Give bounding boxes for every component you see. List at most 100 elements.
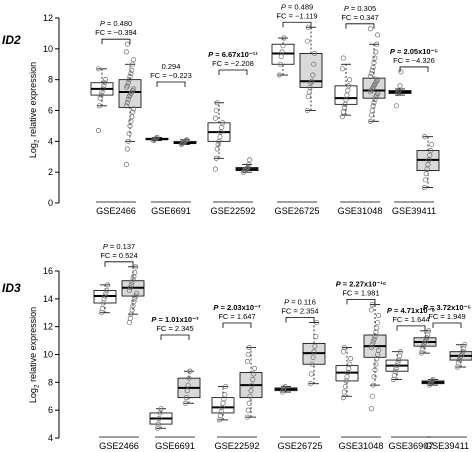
data-point xyxy=(398,349,404,355)
comparison-bracket xyxy=(399,66,429,72)
y-axis-label: Log2 relative expression xyxy=(28,307,41,403)
data-point xyxy=(373,49,379,55)
p-value-prefix: P xyxy=(151,315,157,324)
data-point xyxy=(370,382,376,388)
box-gray xyxy=(299,53,323,88)
data-point xyxy=(309,78,315,84)
data-point xyxy=(282,383,288,390)
data-point xyxy=(248,388,254,394)
data-point xyxy=(222,392,228,398)
comparison-bracket xyxy=(222,322,252,328)
data-point xyxy=(339,66,345,72)
data-point xyxy=(369,67,375,73)
data-point xyxy=(304,38,310,44)
y-axis-label-subscript: 2 xyxy=(34,139,41,143)
data-point xyxy=(98,92,104,98)
data-point xyxy=(123,161,129,168)
data-point xyxy=(124,100,130,106)
fold-change-label: FC = 1.949 xyxy=(428,312,465,321)
data-point xyxy=(128,282,134,288)
data-point xyxy=(130,276,136,282)
data-point xyxy=(133,264,139,270)
data-point xyxy=(343,97,349,103)
data-point xyxy=(131,274,137,280)
data-point xyxy=(369,393,375,399)
data-point xyxy=(154,134,160,141)
data-point xyxy=(184,388,190,394)
data-point xyxy=(183,138,189,144)
data-point xyxy=(276,72,282,78)
data-point xyxy=(367,74,373,80)
p-value-text: = 2.05x10⁻⁵ xyxy=(395,47,439,56)
data-point xyxy=(368,344,374,351)
data-point xyxy=(341,389,347,395)
data-point xyxy=(456,357,462,363)
data-point xyxy=(368,307,374,313)
data-point xyxy=(184,137,190,143)
data-point xyxy=(376,347,382,353)
data-point xyxy=(128,70,134,77)
fold-change-label: FC = −1.119 xyxy=(276,11,317,20)
p-value-text: = 0.137 xyxy=(108,242,135,251)
data-point xyxy=(424,335,430,341)
data-point xyxy=(429,141,435,147)
data-point xyxy=(393,103,399,109)
data-point xyxy=(126,287,132,294)
data-point xyxy=(392,368,398,374)
data-point xyxy=(281,35,287,41)
data-point xyxy=(212,115,218,121)
data-point xyxy=(125,138,131,144)
y-axis-label-subscript: 2 xyxy=(34,384,41,388)
p-value-label: P = 0.305 xyxy=(344,4,376,13)
p-value-label: P = 2.05x10⁻⁵ xyxy=(390,47,439,56)
p-value-label: P = 2.03x10⁻³ xyxy=(213,303,261,312)
data-point xyxy=(131,299,137,305)
data-point xyxy=(428,148,434,154)
data-point xyxy=(247,157,253,163)
data-point xyxy=(134,290,140,296)
data-point xyxy=(249,382,255,388)
data-point xyxy=(372,55,378,61)
data-point xyxy=(426,157,432,163)
p-value-label: P = 0.137 xyxy=(103,242,135,251)
comparison-bracket xyxy=(285,317,315,323)
data-point xyxy=(306,89,312,95)
panel-id3: ID3 Log2 relative expression 4 6 8 10 12 14 16 FC… xyxy=(2,242,472,451)
fold-change-label: FC = −2.208 xyxy=(212,59,254,68)
data-point xyxy=(217,134,223,140)
p-value-text: = 6.67x10⁻¹¹ xyxy=(213,50,258,59)
data-point xyxy=(368,112,374,118)
data-point xyxy=(215,141,221,147)
data-point xyxy=(397,83,403,89)
data-point xyxy=(373,329,379,335)
data-point xyxy=(367,118,373,124)
data-point xyxy=(245,407,251,413)
data-point xyxy=(251,371,257,377)
p-value-prefix: P xyxy=(281,2,286,11)
data-point xyxy=(101,296,107,302)
p-value-prefix: P xyxy=(423,303,429,312)
data-point xyxy=(370,339,376,345)
data-point xyxy=(422,177,428,183)
group-label: GSE22592 xyxy=(215,441,260,451)
y-tick-label: 12 xyxy=(43,13,53,23)
y-tick-label: 8 xyxy=(48,75,53,85)
p-value-label: P = 3.72x10⁻⁵ xyxy=(423,303,472,312)
data-point xyxy=(313,333,319,339)
data-point xyxy=(308,371,314,377)
data-point xyxy=(129,279,135,285)
data-point xyxy=(186,375,192,381)
p-value-label: P = 0.489 xyxy=(281,2,313,11)
group-label: GSE6691 xyxy=(151,206,191,216)
data-point xyxy=(307,84,313,90)
data-point xyxy=(368,70,374,77)
data-point xyxy=(95,127,101,134)
y-axis-label: Log2 relative expression xyxy=(28,62,41,158)
data-point xyxy=(246,400,252,406)
data-point xyxy=(398,69,404,75)
comparison-bracket xyxy=(156,81,186,87)
data-point xyxy=(132,269,138,275)
p-value-prefix: P xyxy=(213,303,219,312)
